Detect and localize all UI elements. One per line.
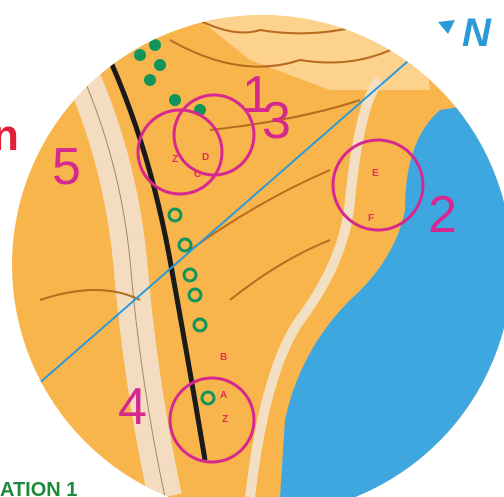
edge-text: n: [0, 111, 19, 160]
map-disc: 1 3 5 2 4 Z D C E F B A Z: [0, 0, 504, 497]
control-number: 5: [52, 138, 81, 196]
north-label: N: [462, 11, 492, 55]
page: {"north_label": "N", "edge_text": "n", "…: [0, 0, 504, 497]
control-code: F: [368, 213, 374, 224]
control-code: B: [220, 352, 227, 363]
control-code: A: [220, 390, 227, 401]
control-number: 3: [262, 92, 291, 150]
control-code: E: [372, 168, 379, 179]
north-arrow: [438, 20, 455, 34]
caption: ATION 1: [0, 479, 77, 497]
control-code: Z: [172, 154, 178, 165]
control-number: 2: [428, 186, 457, 244]
control-code: D: [202, 152, 209, 163]
control-number: 4: [118, 378, 147, 436]
map-view: 1 3 5 2 4 Z D C E F B A Z N n ATION 1: [0, 0, 504, 497]
control-code: Z: [222, 414, 228, 425]
control-code: C: [194, 169, 201, 180]
